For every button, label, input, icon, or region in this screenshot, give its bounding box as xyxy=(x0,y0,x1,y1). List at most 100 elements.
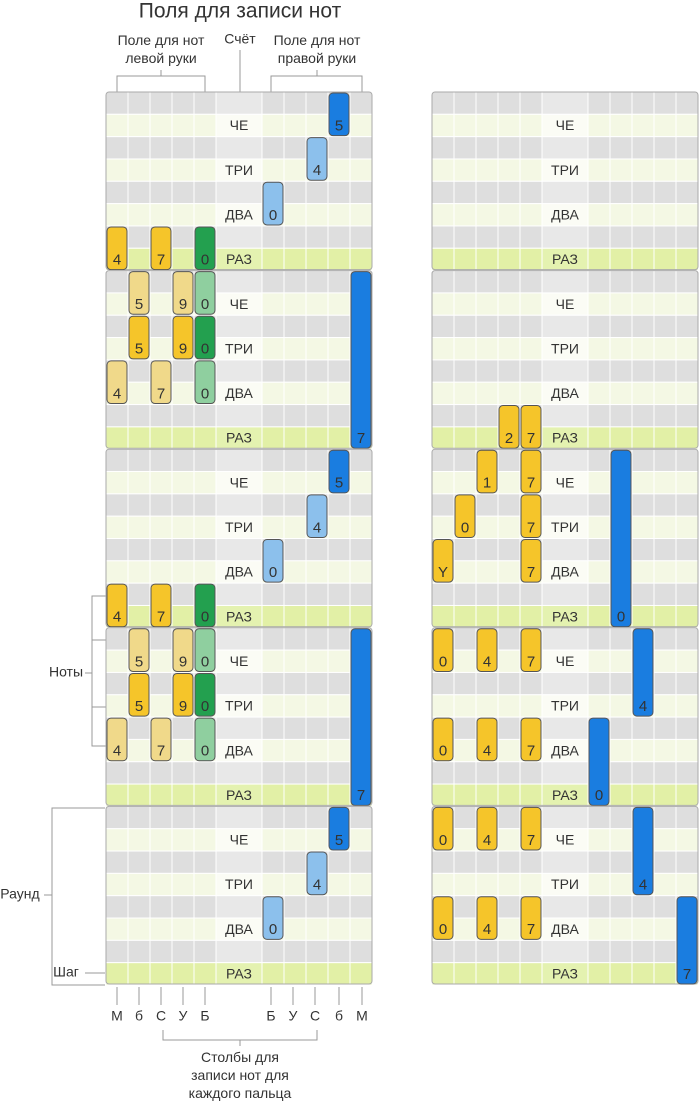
notes-label: Ноты xyxy=(49,664,83,680)
cell xyxy=(631,761,655,785)
cell xyxy=(675,471,699,495)
cell xyxy=(675,783,699,807)
note xyxy=(306,494,328,539)
note-text: 5 xyxy=(335,475,343,492)
cell xyxy=(149,917,173,941)
cell xyxy=(127,493,151,517)
cell xyxy=(631,471,655,495)
cell xyxy=(519,582,543,606)
cell xyxy=(105,471,129,495)
cell xyxy=(305,783,329,807)
cell xyxy=(453,270,477,294)
cell xyxy=(453,716,477,740)
cell xyxy=(497,247,521,272)
note-text: 4 xyxy=(313,162,321,179)
cell xyxy=(261,962,285,986)
column-label: Б xyxy=(266,1008,275,1024)
cell xyxy=(171,225,195,249)
cell xyxy=(541,225,589,249)
cell xyxy=(149,671,173,696)
cell xyxy=(171,136,195,160)
cell xyxy=(653,783,677,807)
cell xyxy=(127,136,151,160)
cell xyxy=(631,493,655,517)
note-text: 7 xyxy=(357,787,365,804)
cell xyxy=(541,404,589,428)
cell xyxy=(587,337,611,361)
cell xyxy=(171,426,195,450)
cell xyxy=(327,426,351,450)
cell xyxy=(541,805,589,830)
cell xyxy=(587,939,611,964)
cell xyxy=(105,761,129,785)
cell xyxy=(653,448,677,473)
cell xyxy=(519,337,543,361)
round: ЧЕ ТРИ ДВА РАЗ 1 7 0 7 Y 7 0 xyxy=(431,448,699,629)
cell xyxy=(261,247,285,272)
cell xyxy=(587,649,611,673)
round: ЧЕ ТРИ ДВА РАЗ 0 4 7 4 0 4 7 7 xyxy=(431,805,699,986)
cell xyxy=(453,694,477,718)
note-text: 0 xyxy=(201,296,209,313)
cell xyxy=(587,671,611,696)
step-label: Шаг xyxy=(53,964,79,980)
cell xyxy=(609,247,633,272)
round-border xyxy=(431,448,699,628)
note-text: 9 xyxy=(179,653,187,670)
cell xyxy=(519,180,543,205)
cell xyxy=(541,136,589,160)
cell xyxy=(497,493,521,517)
right-field-label: Поле для нот правой руки xyxy=(273,32,361,66)
cell xyxy=(497,180,521,205)
cell xyxy=(675,91,699,115)
cell xyxy=(587,582,611,606)
cell xyxy=(609,180,633,205)
cell xyxy=(519,292,543,316)
cell xyxy=(497,738,521,763)
cell xyxy=(105,203,129,227)
cell xyxy=(127,91,151,115)
count-text: ЧЕ xyxy=(230,296,249,312)
cell xyxy=(675,761,699,785)
cell xyxy=(475,247,499,272)
cell xyxy=(519,381,543,406)
cell xyxy=(127,180,151,205)
cell xyxy=(305,582,329,606)
cell xyxy=(171,560,195,584)
cell xyxy=(105,627,129,651)
cell xyxy=(127,872,151,897)
round-label: Раунд xyxy=(0,886,39,902)
cell xyxy=(305,113,329,138)
cell xyxy=(261,761,285,785)
cell xyxy=(675,850,699,874)
cell xyxy=(193,203,217,227)
cell xyxy=(587,292,611,316)
note-text: 9 xyxy=(179,698,187,715)
cell xyxy=(475,136,499,160)
cell xyxy=(431,136,455,160)
cell xyxy=(193,515,217,539)
cell xyxy=(497,649,521,673)
cell xyxy=(105,895,129,919)
column-label: У xyxy=(179,1008,188,1024)
cell xyxy=(327,761,351,785)
count-text: ДВА xyxy=(225,921,253,937)
cell xyxy=(261,136,285,160)
cell xyxy=(675,515,699,539)
cell xyxy=(475,604,499,629)
cell xyxy=(609,649,633,673)
cell xyxy=(215,805,263,830)
cell xyxy=(431,381,455,406)
bracket xyxy=(270,75,363,92)
cell xyxy=(305,738,329,763)
cell xyxy=(653,158,677,182)
cell xyxy=(519,604,543,629)
cell xyxy=(349,895,373,919)
cell xyxy=(171,582,195,606)
cell xyxy=(453,560,477,584)
cell xyxy=(215,538,263,562)
note xyxy=(676,896,698,985)
cell xyxy=(105,91,129,115)
cell xyxy=(653,381,677,406)
cell xyxy=(349,538,373,562)
